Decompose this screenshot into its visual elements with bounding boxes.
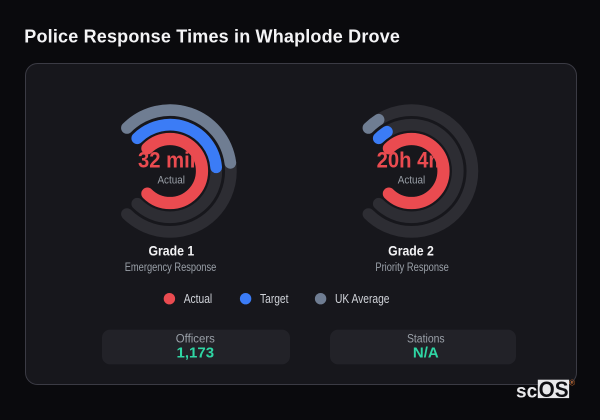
svg-text:N/A: N/A xyxy=(413,345,439,362)
svg-text:Target: Target xyxy=(260,293,289,306)
svg-text:®: ® xyxy=(569,378,575,387)
svg-text:Actual: Actual xyxy=(157,175,184,187)
svg-text:Officers: Officers xyxy=(176,332,215,345)
svg-text:OS: OS xyxy=(539,376,569,402)
svg-text:Stations: Stations xyxy=(407,333,445,346)
svg-text:UK Average: UK Average xyxy=(335,293,389,306)
svg-text:1,173: 1,173 xyxy=(177,345,215,362)
svg-text:Actual: Actual xyxy=(398,175,425,187)
svg-text:sc: sc xyxy=(516,382,538,403)
svg-text:Grade 1: Grade 1 xyxy=(148,243,194,259)
svg-text:Emergency Response: Emergency Response xyxy=(125,261,217,274)
svg-text:Actual: Actual xyxy=(184,293,212,306)
svg-text:Police Response Times in Whapl: Police Response Times in Whaplode Drove xyxy=(24,27,400,47)
svg-text:Grade 2: Grade 2 xyxy=(388,243,434,259)
svg-text:Priority Response: Priority Response xyxy=(375,261,448,274)
